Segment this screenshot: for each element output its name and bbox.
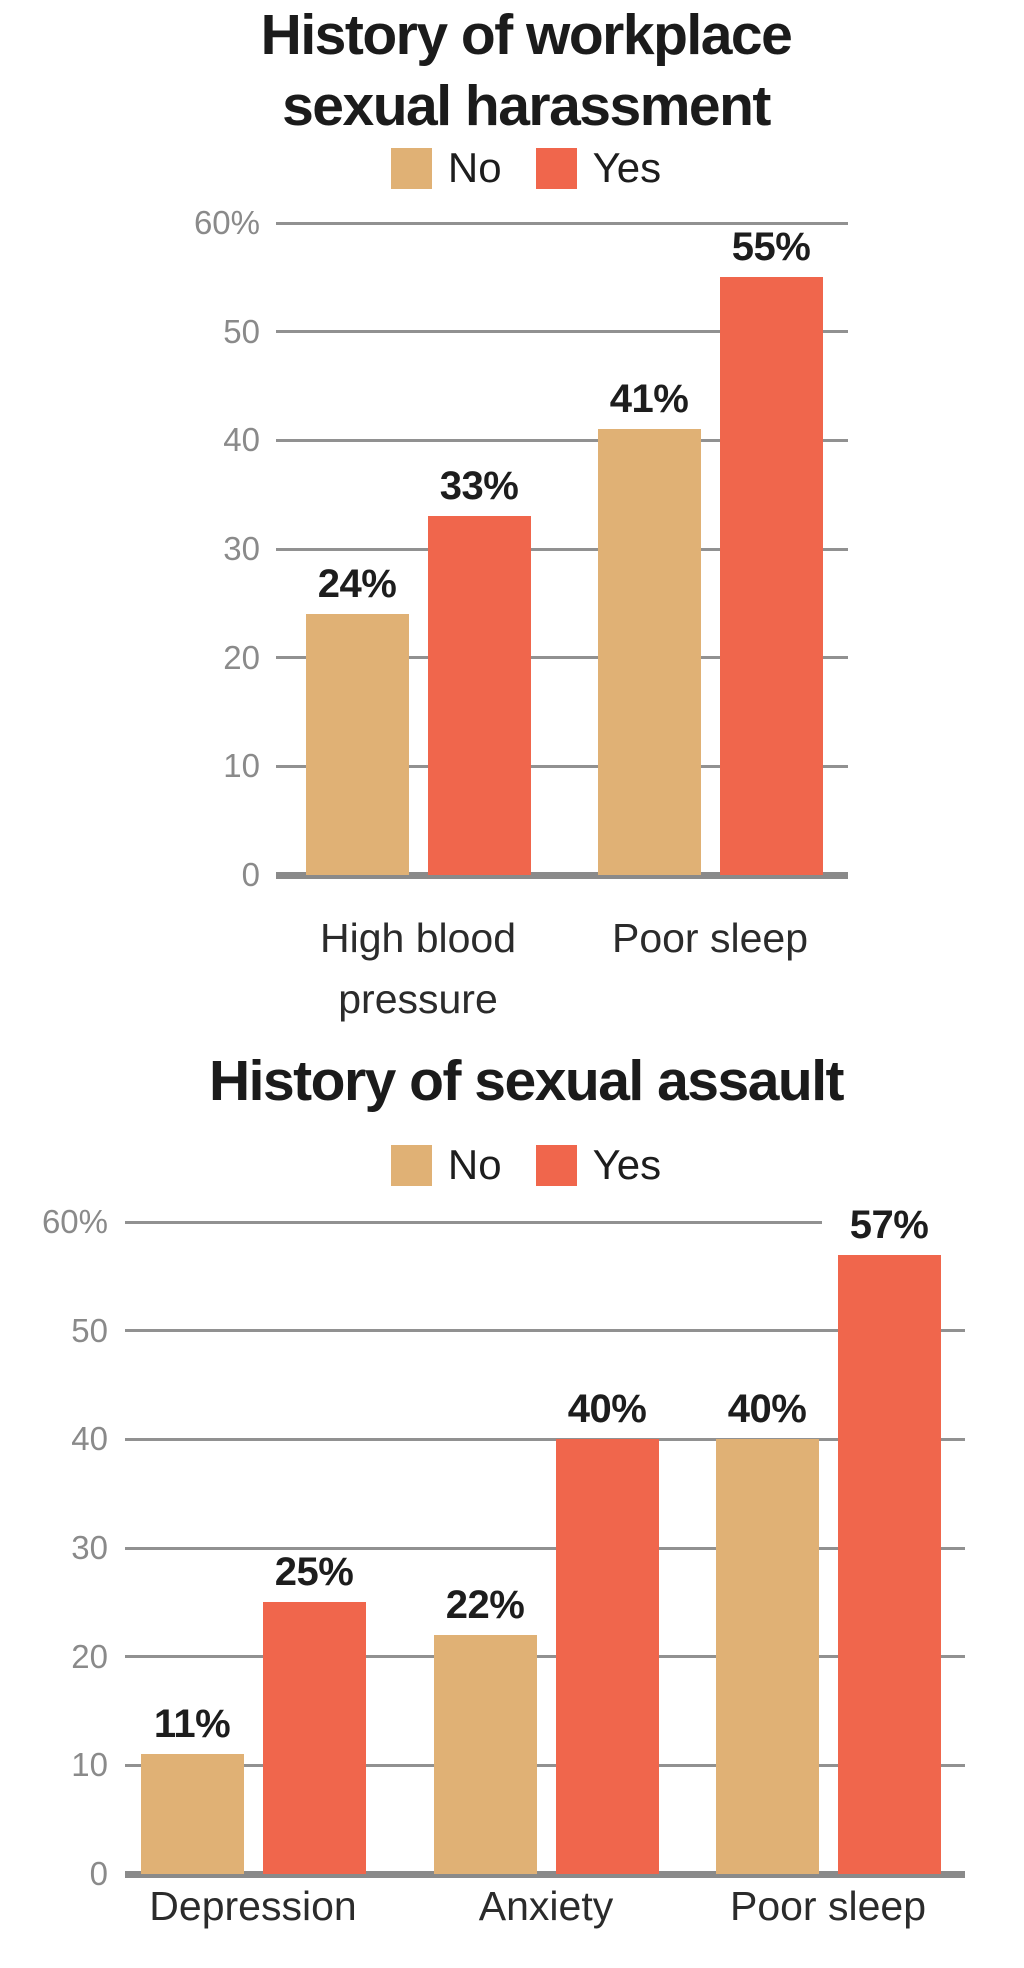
bar-value-label: 40% (727, 1387, 807, 1432)
bar-no (715, 1439, 819, 1874)
y-tick-label: 50 (71, 1311, 108, 1349)
bar-no (140, 1754, 244, 1874)
x-axis-baseline (125, 1871, 965, 1878)
bar-value-label: 24% (317, 562, 397, 607)
y-tick-label: 30 (71, 1529, 108, 1566)
legend: No Yes (96, 1141, 956, 1189)
gridline (276, 438, 848, 442)
bar-value-label: 40% (567, 1387, 647, 1432)
bar-no (433, 1634, 537, 1874)
gridline (125, 1546, 965, 1550)
x-category-label: Poor sleep (611, 915, 808, 961)
legend-item-no: No (390, 144, 502, 192)
bar-no (305, 614, 409, 875)
gridline (276, 656, 848, 660)
y-tick-label: 10 (223, 747, 260, 785)
bar-yes (262, 1602, 366, 1874)
bar-yes (837, 1254, 941, 1874)
bar-value-label: 55% (731, 225, 811, 270)
bar-yes (555, 1439, 659, 1874)
y-tick-label: 60% (193, 204, 260, 241)
y-tick-label: 60% (41, 1203, 108, 1240)
legend-swatch-yes-icon (535, 147, 577, 189)
y-tick-label: 20 (71, 1637, 108, 1675)
chart-title-sexual-assault: History of sexual assault (208, 1049, 845, 1113)
gridline (125, 1437, 965, 1441)
y-tick-label: 20 (223, 638, 260, 676)
legend-item-yes: Yes (535, 1141, 662, 1189)
x-category-label: Poor sleep (729, 1883, 926, 1929)
legend-item-no: No (390, 1141, 502, 1189)
gridline (125, 1655, 965, 1659)
gridline (276, 547, 848, 551)
bar-value-label: 22% (445, 1582, 525, 1627)
gridline (276, 764, 848, 768)
legend-label-yes: Yes (592, 1141, 662, 1188)
bar-yes (427, 516, 531, 875)
bar-no (597, 429, 701, 875)
legend-label-no: No (447, 144, 502, 191)
legend-label-yes: Yes (592, 144, 662, 191)
legend-swatch-no-icon (390, 147, 432, 189)
legend-label-no: No (447, 1141, 502, 1188)
gridline (276, 221, 848, 225)
legend-swatch-yes-icon (535, 1144, 577, 1186)
bar-yes (719, 277, 823, 875)
gridline (125, 1220, 822, 1224)
chart-title-workplace-harassment: History of workplace sexual harassment (260, 3, 793, 138)
y-tick-label: 0 (89, 1855, 108, 1892)
y-tick-label: 0 (241, 856, 260, 893)
x-category-label: Anxiety (478, 1883, 614, 1929)
bar-value-label: 25% (274, 1550, 354, 1595)
x-axis-baseline (276, 872, 848, 879)
y-tick-label: 40 (223, 421, 260, 459)
gridline (125, 1763, 965, 1767)
legend-swatch-no-icon (390, 1144, 432, 1186)
legend-item-yes: Yes (535, 144, 662, 192)
y-tick-label: 30 (223, 530, 260, 567)
x-category-label: High blood pressure (319, 915, 517, 1022)
bar-value-label: 41% (609, 377, 689, 422)
y-tick-label: 10 (71, 1746, 108, 1784)
legend: No Yes (96, 144, 956, 192)
gridline (125, 1329, 965, 1333)
bar-value-label: 11% (153, 1702, 231, 1747)
gridline (276, 330, 848, 334)
y-tick-label: 40 (71, 1420, 108, 1458)
bar-value-label: 57% (849, 1202, 929, 1247)
x-category-label: Depression (149, 1883, 357, 1929)
y-tick-label: 50 (223, 312, 260, 350)
bar-value-label: 33% (439, 464, 519, 509)
